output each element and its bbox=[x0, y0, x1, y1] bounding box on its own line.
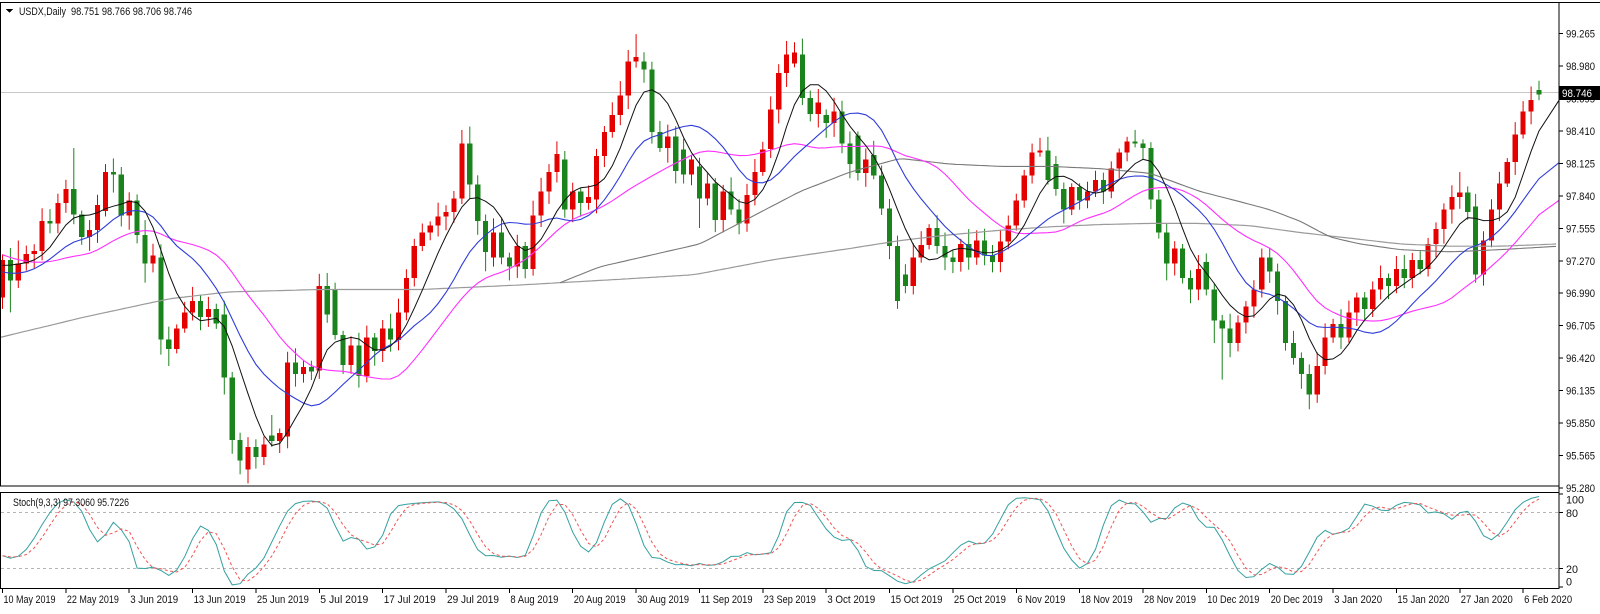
svg-text:Stoch(9,3,3) 97.3060 95.7226: Stoch(9,3,3) 97.3060 95.7226 bbox=[13, 497, 129, 509]
svg-text:20 Aug 2019: 20 Aug 2019 bbox=[574, 594, 626, 606]
svg-text:99.265: 99.265 bbox=[1566, 29, 1595, 41]
svg-text:25 Jun 2019: 25 Jun 2019 bbox=[257, 594, 309, 606]
svg-text:95.850: 95.850 bbox=[1566, 418, 1595, 430]
svg-text:11 Sep 2019: 11 Sep 2019 bbox=[701, 594, 753, 606]
svg-text:23 Sep 2019: 23 Sep 2019 bbox=[764, 594, 816, 606]
svg-text:95.565: 95.565 bbox=[1566, 451, 1595, 463]
svg-text:100: 100 bbox=[1566, 495, 1584, 507]
svg-text:20 Dec 2019: 20 Dec 2019 bbox=[1271, 594, 1323, 606]
svg-text:25 Oct 2019: 25 Oct 2019 bbox=[954, 594, 1006, 606]
svg-text:98.125: 98.125 bbox=[1566, 159, 1595, 171]
svg-text:97.555: 97.555 bbox=[1566, 224, 1595, 236]
svg-text:17 Jul 2019: 17 Jul 2019 bbox=[384, 594, 436, 606]
svg-text:18 Nov 2019: 18 Nov 2019 bbox=[1081, 594, 1133, 606]
svg-text:22 May 2019: 22 May 2019 bbox=[67, 594, 119, 606]
svg-text:96.705: 96.705 bbox=[1566, 321, 1595, 333]
svg-text:15 Jan 2020: 15 Jan 2020 bbox=[1397, 594, 1449, 606]
svg-text:96.420: 96.420 bbox=[1566, 353, 1595, 365]
svg-text:0: 0 bbox=[1566, 577, 1572, 589]
svg-text:5 Jul 2019: 5 Jul 2019 bbox=[320, 594, 368, 606]
svg-text:3 Oct 2019: 3 Oct 2019 bbox=[827, 594, 875, 606]
svg-text:6 Feb 2020: 6 Feb 2020 bbox=[1524, 594, 1572, 606]
svg-text:15 Oct 2019: 15 Oct 2019 bbox=[891, 594, 943, 606]
svg-text:3 Jun 2019: 3 Jun 2019 bbox=[130, 594, 178, 606]
svg-text:98.410: 98.410 bbox=[1566, 126, 1595, 138]
svg-text:98.751 98.766 98.706 98.746: 98.751 98.766 98.706 98.746 bbox=[71, 6, 192, 18]
svg-text:USDX,Daily: USDX,Daily bbox=[19, 6, 66, 18]
svg-text:10 Dec 2019: 10 Dec 2019 bbox=[1207, 594, 1259, 606]
svg-text:96.135: 96.135 bbox=[1566, 386, 1595, 398]
svg-text:27 Jan 2020: 27 Jan 2020 bbox=[1461, 594, 1513, 606]
svg-text:30 Aug 2019: 30 Aug 2019 bbox=[637, 594, 689, 606]
svg-text:96.990: 96.990 bbox=[1566, 288, 1595, 300]
svg-text:80: 80 bbox=[1566, 508, 1578, 520]
svg-text:3 Jan 2020: 3 Jan 2020 bbox=[1334, 594, 1382, 606]
svg-text:98.746: 98.746 bbox=[1562, 88, 1592, 100]
svg-text:97.840: 97.840 bbox=[1566, 191, 1595, 203]
svg-text:20: 20 bbox=[1566, 564, 1578, 576]
svg-text:28 Nov 2019: 28 Nov 2019 bbox=[1144, 594, 1196, 606]
svg-text:29 Jul 2019: 29 Jul 2019 bbox=[447, 594, 499, 606]
svg-text:98.980: 98.980 bbox=[1566, 61, 1595, 73]
svg-text:10 May 2019: 10 May 2019 bbox=[4, 594, 56, 606]
svg-text:13 Jun 2019: 13 Jun 2019 bbox=[194, 594, 246, 606]
svg-text:6 Nov 2019: 6 Nov 2019 bbox=[1017, 594, 1065, 606]
svg-text:95.280: 95.280 bbox=[1566, 483, 1595, 495]
svg-text:97.270: 97.270 bbox=[1566, 256, 1595, 268]
svg-text:8 Aug 2019: 8 Aug 2019 bbox=[510, 594, 558, 606]
